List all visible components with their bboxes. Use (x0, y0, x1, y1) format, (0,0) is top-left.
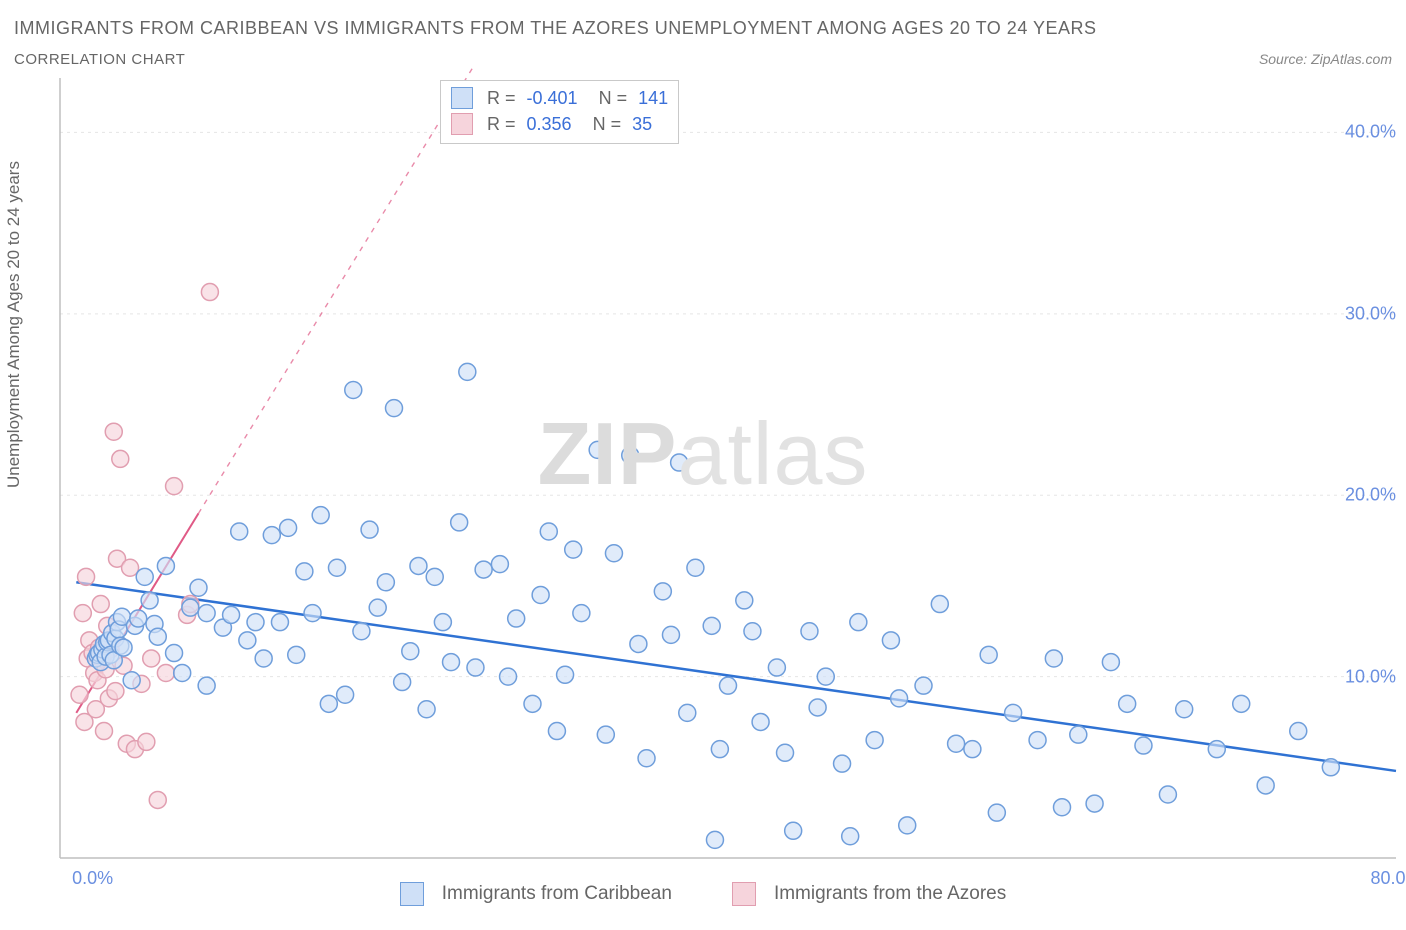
corr-stat-row: R = 0.356 N = 35 (451, 111, 668, 137)
page-subtitle: CORRELATION CHART (14, 51, 185, 68)
y-tick-label: 10.0% (1345, 666, 1396, 687)
legend-label: Immigrants from Caribbean (442, 883, 672, 905)
source-attribution: Source: ZipAtlas.com (1259, 51, 1392, 67)
legend-item: Immigrants from the Azores (732, 882, 1006, 906)
legend-label: Immigrants from the Azores (774, 883, 1006, 905)
legend-item: Immigrants from Caribbean (400, 882, 672, 906)
corr-stat-row: R = -0.401 N = 141 (451, 85, 668, 111)
legend-swatch (451, 113, 473, 135)
x-tick-label: 80.0% (1370, 868, 1406, 889)
chart-svg (0, 68, 1406, 908)
y-tick-label: 20.0% (1345, 485, 1396, 506)
chart-legend: Immigrants from Caribbean Immigrants from… (0, 882, 1406, 906)
legend-swatch (400, 882, 424, 906)
y-axis-label: Unemployment Among Ages 20 to 24 years (4, 161, 24, 488)
legend-swatch (732, 882, 756, 906)
correlation-stats-box: R = -0.401 N = 141R = 0.356 N = 35 (440, 80, 679, 144)
correlation-chart: Unemployment Among Ages 20 to 24 years Z… (0, 68, 1406, 908)
y-tick-label: 30.0% (1345, 303, 1396, 324)
page-title: IMMIGRANTS FROM CARIBBEAN VS IMMIGRANTS … (14, 18, 1392, 39)
x-tick-label: 0.0% (72, 868, 113, 889)
legend-swatch (451, 87, 473, 109)
y-tick-label: 40.0% (1345, 122, 1396, 143)
